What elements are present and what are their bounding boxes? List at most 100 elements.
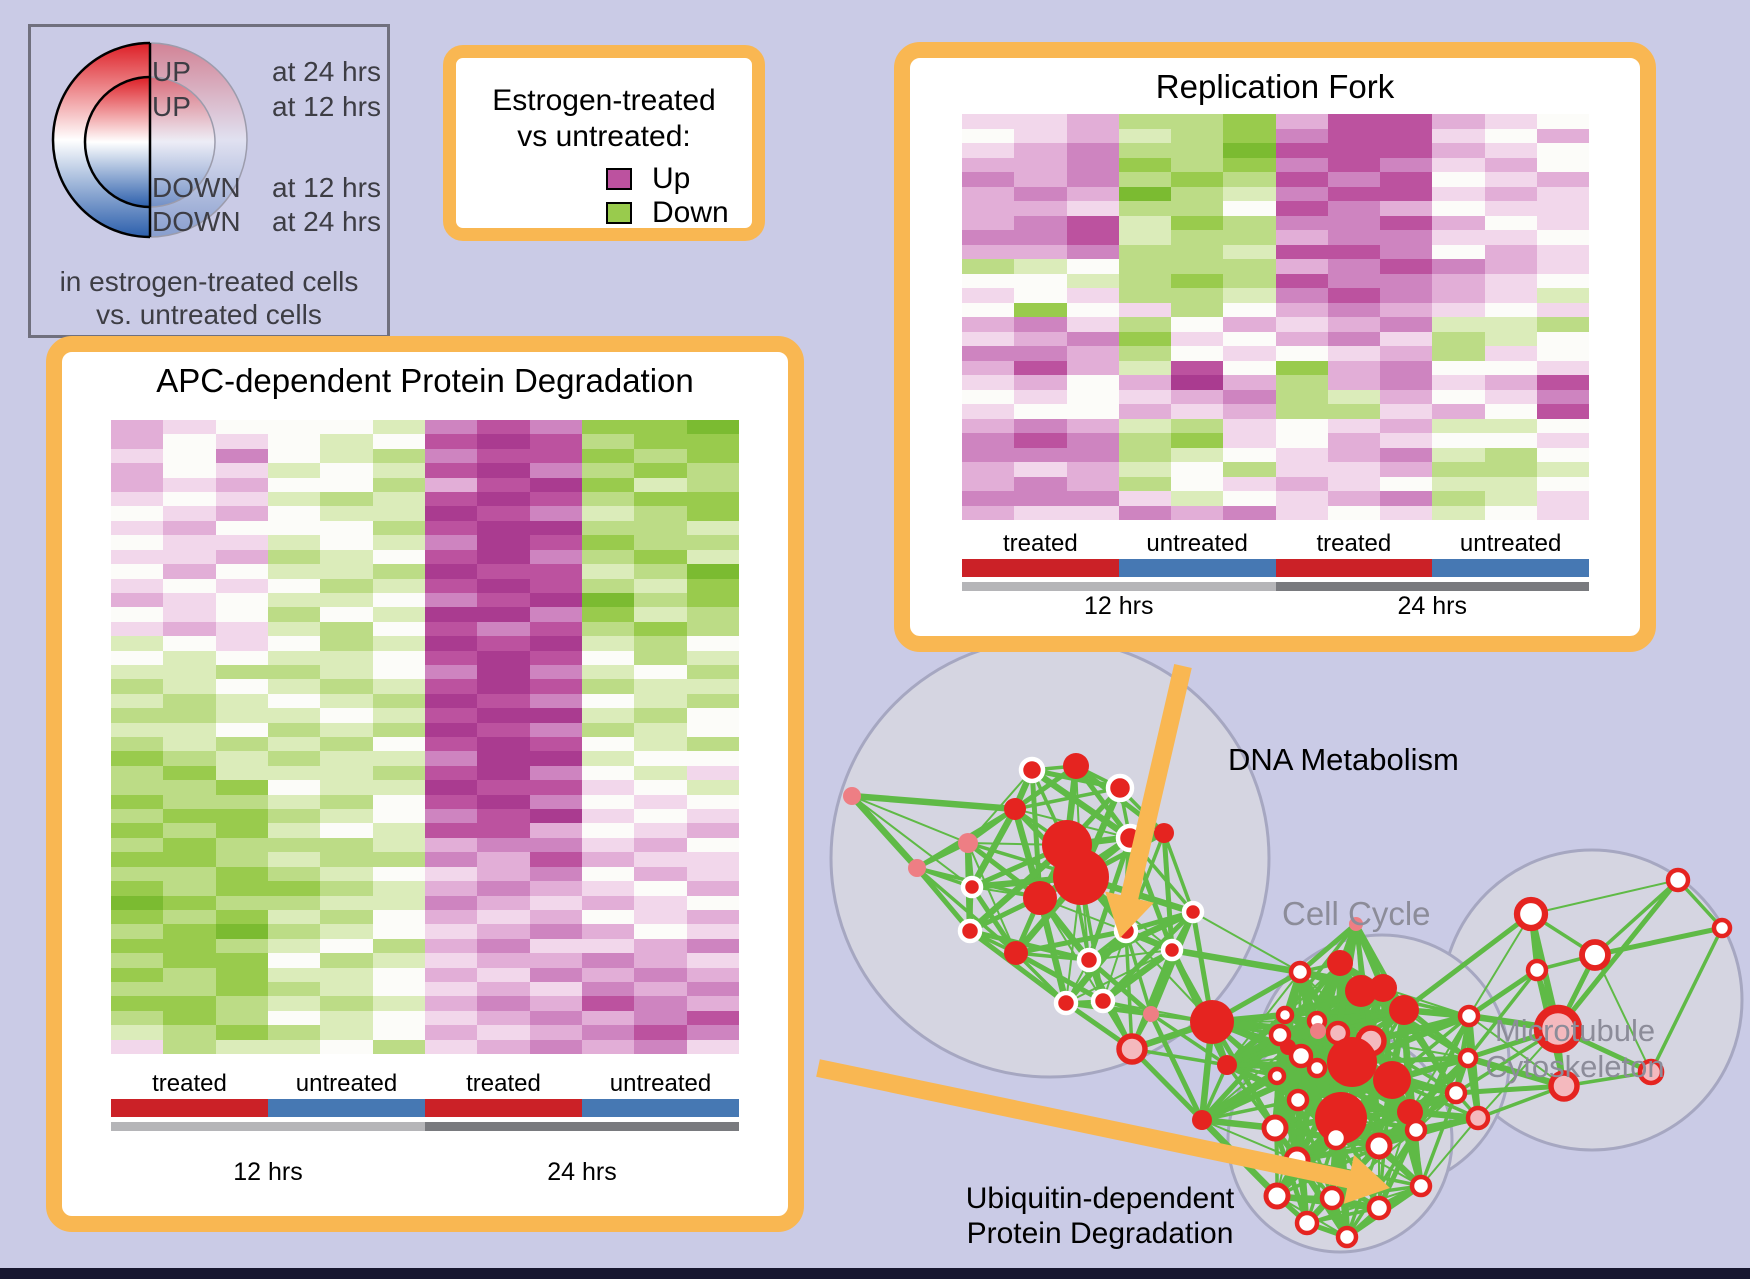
heatmap-cell bbox=[581, 852, 635, 867]
heatmap-cell bbox=[1484, 433, 1537, 448]
heatmap-cell bbox=[1380, 259, 1433, 274]
heatmap-cell bbox=[1014, 215, 1067, 230]
heatmap-cell bbox=[581, 679, 635, 694]
heatmap-cell bbox=[529, 492, 582, 507]
heatmap-cell bbox=[1223, 418, 1276, 433]
cluster-label-cell-cycle: Cell Cycle bbox=[1282, 895, 1431, 932]
gene-node-u6 bbox=[1261, 1114, 1289, 1142]
heatmap-cell bbox=[424, 621, 478, 637]
heatmap-cell bbox=[215, 434, 268, 449]
heatmap-cell bbox=[581, 564, 635, 579]
heatmap-cell bbox=[1171, 186, 1224, 201]
heatmap-cell bbox=[634, 938, 687, 954]
heatmap-cell bbox=[634, 924, 687, 939]
heatmap-cell bbox=[1484, 317, 1537, 332]
heatmap-cell bbox=[267, 650, 321, 665]
heatmap-cell bbox=[1536, 404, 1589, 419]
heatmap-cell bbox=[424, 434, 478, 449]
heatmap-cell bbox=[1484, 360, 1537, 375]
heatmap-cell bbox=[163, 549, 216, 565]
heatmap-cell bbox=[1380, 201, 1433, 216]
heatmap-cell bbox=[1275, 360, 1328, 375]
heatmap-cell bbox=[163, 463, 216, 478]
heatmap-cell bbox=[686, 953, 739, 968]
heatmap-cell bbox=[215, 751, 268, 766]
network-edge bbox=[1419, 1092, 1458, 1187]
heatmap-cell bbox=[267, 664, 321, 680]
heatmap-cell bbox=[962, 114, 1015, 129]
heatmap-cell bbox=[1536, 186, 1589, 201]
heatmap-cell bbox=[1014, 476, 1067, 491]
heatmap-cell bbox=[962, 215, 1015, 230]
gene-node-u4 bbox=[1327, 1037, 1377, 1087]
heatmap-cell bbox=[163, 535, 216, 550]
network-edge bbox=[1468, 1015, 1565, 1087]
apc-condition-labels: treated untreated treated untreated bbox=[111, 1070, 739, 1098]
heatmap-cell bbox=[1536, 172, 1589, 187]
heatmap-cell bbox=[1223, 244, 1276, 259]
gene-node-d6 bbox=[908, 859, 926, 877]
network-edge bbox=[851, 792, 1016, 813]
heatmap-cell bbox=[424, 636, 478, 651]
heatmap-cell bbox=[1327, 389, 1380, 404]
heatmap-cell bbox=[372, 953, 425, 968]
gene-node-d3 bbox=[1105, 773, 1135, 803]
heatmap-cell bbox=[163, 895, 216, 910]
rf-time-label: 24 hrs bbox=[1397, 592, 1467, 620]
heatmap-cell bbox=[634, 506, 687, 521]
heatmap-cell bbox=[372, 564, 425, 579]
heatmap-cell bbox=[424, 420, 478, 435]
heatmap-cell bbox=[477, 708, 530, 723]
gene-node-u13 bbox=[1366, 1195, 1392, 1221]
heatmap-cell bbox=[372, 650, 425, 665]
heatmap-cell bbox=[424, 852, 478, 867]
heatmap-cell bbox=[320, 751, 373, 766]
heatmap-cell bbox=[477, 679, 530, 694]
heatmap-cell bbox=[686, 463, 739, 478]
heatmap-cell bbox=[320, 895, 373, 910]
heatmap-cell bbox=[477, 434, 530, 449]
heatmap-cell bbox=[215, 809, 268, 824]
gene-node-d13 bbox=[1004, 941, 1028, 965]
heatmap-cell bbox=[372, 794, 425, 810]
network-edge bbox=[1467, 967, 1539, 1019]
heatmap-cell bbox=[1536, 375, 1589, 390]
heatmap-cell bbox=[581, 463, 635, 478]
heatmap-cell bbox=[215, 881, 268, 896]
heatmap-cell bbox=[1014, 128, 1067, 143]
replication-fork-heatmap bbox=[962, 114, 1589, 520]
heatmap-cell bbox=[477, 967, 530, 982]
heatmap-cell bbox=[1118, 418, 1171, 433]
heatmap-cell bbox=[962, 375, 1015, 390]
heatmap-cell bbox=[372, 837, 425, 853]
heatmap-cell bbox=[1432, 128, 1485, 143]
heatmap-cell bbox=[372, 549, 425, 565]
heatmap-cell bbox=[1014, 404, 1067, 419]
heatmap-cell bbox=[111, 866, 164, 882]
heatmap-cell bbox=[1066, 172, 1119, 187]
heatmap-cell bbox=[215, 909, 268, 925]
heatmap-cell bbox=[1014, 447, 1067, 462]
heatmap-cell bbox=[372, 679, 425, 694]
heatmap-cell bbox=[1275, 302, 1328, 317]
gene-node-c11 bbox=[1306, 1057, 1328, 1079]
heatmap-cell bbox=[581, 938, 635, 954]
heatmap-cell bbox=[477, 780, 530, 795]
heatmap-cell bbox=[686, 1010, 739, 1026]
heatmap-cell bbox=[1014, 375, 1067, 390]
network-edge bbox=[1192, 911, 1301, 973]
heatmap-cell bbox=[424, 1025, 478, 1040]
heatmap-cell bbox=[529, 535, 582, 550]
heatmap-cell bbox=[529, 607, 582, 622]
heatmap-cell bbox=[477, 924, 530, 939]
heatmap-cell bbox=[372, 737, 425, 752]
heatmap-cell bbox=[111, 924, 164, 939]
heatmap-cell bbox=[111, 938, 164, 954]
network-edge bbox=[1131, 1047, 1228, 1067]
heatmap-cell bbox=[1171, 157, 1224, 172]
heatmap-cell bbox=[111, 679, 164, 694]
heatmap-cell bbox=[1484, 447, 1537, 462]
condition-bar-segment bbox=[1432, 559, 1589, 577]
heatmap-cell bbox=[372, 881, 425, 896]
heatmap-cell bbox=[529, 852, 582, 867]
